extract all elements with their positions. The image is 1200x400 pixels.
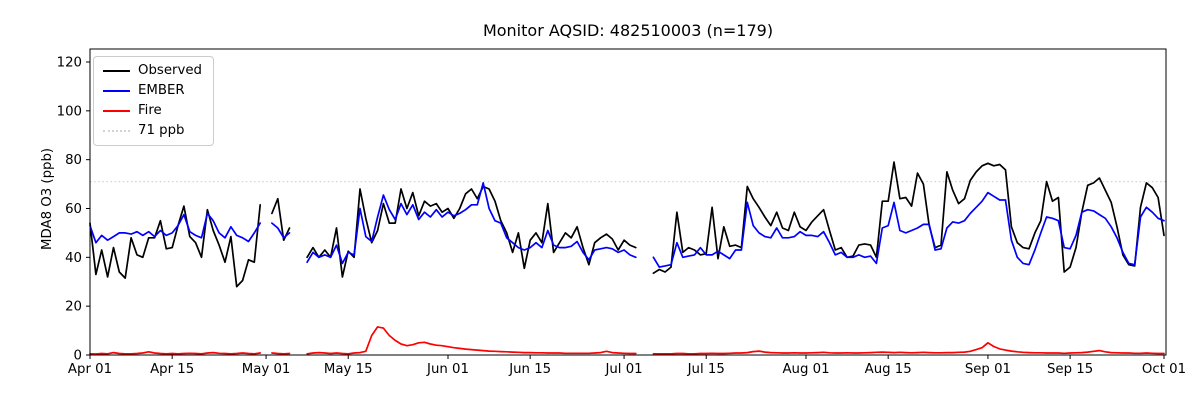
legend-item-71-ppb: 71 ppb [103, 123, 202, 138]
legend-line-swatch [103, 109, 130, 112]
x-tick-label: Aug 01 [782, 362, 829, 377]
y-tick-label: 100 [57, 104, 82, 119]
x-tick-label: Jun 01 [426, 362, 469, 377]
legend-line-swatch [103, 69, 130, 72]
legend-label: Observed [138, 63, 202, 78]
x-tick-label: Jun 15 [508, 362, 551, 377]
x-tick-label: Oct 01 [1142, 362, 1186, 377]
legend-line-swatch [103, 129, 130, 132]
legend-label: 71 ppb [138, 123, 185, 138]
y-tick-label: 40 [65, 251, 82, 266]
x-tick-label: May 01 [242, 362, 291, 377]
ember-line [89, 182, 1165, 268]
y-tick-label: 20 [65, 300, 82, 315]
y-tick-label: 120 [57, 56, 82, 71]
y-tick-label: 0 [74, 349, 82, 364]
x-tick-label: Apr 15 [150, 362, 194, 377]
chart-title: Monitor AQSID: 482510003 (n=179) [482, 21, 774, 40]
y-tick-label: 60 [65, 202, 82, 217]
x-tick-label: Apr 01 [68, 362, 112, 377]
legend-line-swatch [103, 89, 130, 92]
legend: Observed EMBER Fire 71 ppb [93, 56, 214, 146]
x-tick-label: Aug 15 [865, 362, 912, 377]
legend-item-fire: Fire [103, 103, 202, 118]
legend-label: EMBER [138, 83, 185, 98]
x-tick-label: Sep 01 [965, 362, 1011, 377]
y-tick-label: 80 [65, 153, 82, 168]
plot-frame [89, 48, 1167, 356]
legend-item-observed: Observed [103, 63, 202, 78]
x-tick-label: May 15 [324, 362, 373, 377]
legend-label: Fire [138, 103, 162, 118]
x-tick-label: Sep 15 [1047, 362, 1093, 377]
fire-line [89, 326, 1165, 355]
x-tick-label: Jul 15 [687, 362, 725, 377]
x-tick-label: Jul 01 [604, 362, 642, 377]
observed-line [89, 161, 1165, 288]
legend-item-ember: EMBER [103, 83, 202, 98]
